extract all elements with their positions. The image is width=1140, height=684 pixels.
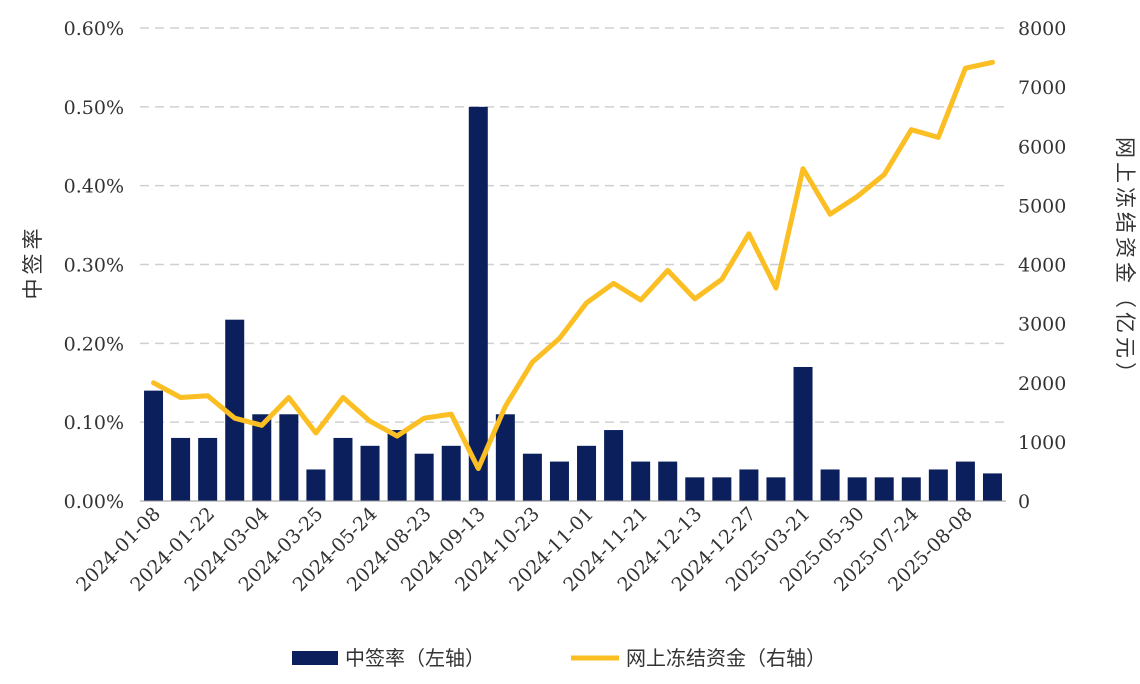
right-tick-label: 6000 bbox=[1018, 136, 1066, 158]
bar bbox=[549, 461, 569, 501]
bar bbox=[955, 461, 975, 501]
bar bbox=[468, 106, 488, 501]
bar bbox=[495, 414, 515, 501]
right-tick-label: 4000 bbox=[1018, 255, 1066, 277]
bar bbox=[333, 437, 353, 501]
bar bbox=[225, 319, 245, 501]
bar bbox=[604, 430, 624, 501]
bar bbox=[252, 414, 272, 501]
bar bbox=[685, 477, 705, 501]
right-tick-label: 7000 bbox=[1018, 77, 1066, 99]
bar bbox=[820, 469, 840, 501]
bar bbox=[874, 477, 894, 501]
bar bbox=[279, 414, 299, 501]
right-axis-ticks: 0 1000 2000 3000 4000 5000 6000 7000 8000 bbox=[1018, 18, 1066, 513]
bar bbox=[982, 473, 1002, 501]
bar bbox=[766, 477, 786, 501]
bar bbox=[522, 453, 542, 501]
bar bbox=[387, 430, 407, 501]
bar bbox=[847, 477, 867, 501]
left-axis-title: 中签率 bbox=[21, 225, 45, 300]
right-tick-label: 8000 bbox=[1018, 18, 1066, 40]
series-line bbox=[151, 59, 995, 471]
bar bbox=[712, 477, 732, 501]
right-tick-label: 3000 bbox=[1018, 314, 1066, 336]
legend: 中签率（左轴） 网上冻结资金（右轴） bbox=[292, 646, 826, 670]
left-tick-label: 0.30% bbox=[64, 255, 124, 277]
right-tick-label: 1000 bbox=[1018, 432, 1066, 454]
right-tick-label: 5000 bbox=[1018, 195, 1066, 217]
bar bbox=[577, 445, 597, 501]
legend-label-line: 网上冻结资金（右轴） bbox=[626, 646, 826, 670]
left-tick-label: 0.20% bbox=[64, 333, 124, 355]
bar bbox=[441, 445, 461, 501]
right-tick-label: 0 bbox=[1018, 491, 1030, 513]
bar-series-winning-rate bbox=[144, 106, 1002, 501]
bar bbox=[739, 469, 759, 501]
bar bbox=[198, 437, 218, 501]
left-tick-label: 0.10% bbox=[64, 412, 124, 434]
bar bbox=[658, 461, 678, 501]
legend-label-bar: 中签率（左轴） bbox=[345, 646, 485, 670]
left-tick-label: 0.00% bbox=[64, 491, 124, 513]
bar bbox=[360, 445, 380, 501]
line-series-frozen-funds bbox=[151, 59, 995, 471]
bar bbox=[306, 469, 326, 501]
left-axis-ticks: 0.00% 0.10% 0.20% 0.30% 0.40% 0.50% 0.60% bbox=[64, 18, 124, 513]
right-tick-label: 2000 bbox=[1018, 373, 1066, 395]
bar bbox=[414, 453, 434, 501]
left-tick-label: 0.60% bbox=[64, 18, 124, 40]
gridlines bbox=[140, 27, 1006, 423]
bar bbox=[631, 461, 651, 501]
bar bbox=[901, 477, 921, 501]
legend-swatch-bar bbox=[292, 651, 338, 665]
left-tick-label: 0.40% bbox=[64, 176, 124, 198]
x-axis-ticks: 2024-01-082024-01-222024-03-042024-03-25… bbox=[72, 503, 977, 596]
right-axis-title: 网上冻结资金（亿元） bbox=[1113, 137, 1137, 387]
bar bbox=[144, 390, 164, 501]
bar bbox=[793, 366, 813, 501]
left-tick-label: 0.50% bbox=[64, 97, 124, 119]
bar bbox=[171, 437, 191, 501]
bar bbox=[928, 469, 948, 501]
